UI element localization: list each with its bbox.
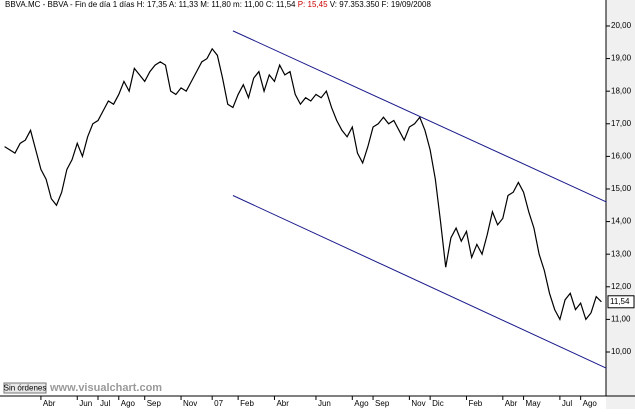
y-tick-label: 12,00 [611,282,632,291]
y-tick-label: 18,00 [611,86,632,95]
x-tick-label: Sep [375,399,390,408]
x-tick-label: May [526,399,541,408]
x-tick-label: 07 [214,399,223,408]
header-item: P: 15,45 [298,0,328,9]
header-item: H: 17,35 [137,0,168,9]
x-tick-label: Ago [354,399,369,408]
y-tick-label: 17,00 [611,119,632,128]
y-tick-label: 13,00 [611,249,632,258]
x-tick-label: Feb [240,399,254,408]
header-item: F: 19/09/2008 [382,0,432,9]
x-tick-label: Jun [318,399,331,408]
x-tick-label: Ago [121,399,136,408]
status[interactable]: Sin órdenes [4,384,47,393]
header-item: A: 11,33 [169,0,199,9]
trendline [232,195,607,369]
x-tick-label: Ago [583,399,598,408]
y-tick-label: 19,00 [611,54,632,63]
header-item: V: 97.353.350 [330,0,380,9]
y-tick-label: 20,00 [611,21,632,30]
x-tick-label: Jul [100,399,110,408]
header-item: BBVA.MC - BBVA - Fin de día 1 días [5,0,135,9]
x-tick-label: Nov [411,399,425,408]
header-item: M: 11,80 [200,0,231,9]
current-price-box [607,295,635,309]
x-tick-label: Nov [183,399,197,408]
header: BBVA.MC - BBVA - Fin de día 1 días H: 17… [5,0,431,9]
x-tick-label: Abr [505,399,518,408]
x-tick-label: Sep [147,399,162,408]
current-price-label: 11,54 [610,297,630,306]
price-line [4,47,602,322]
y-tick-label: 15,00 [611,184,632,193]
header-item: m: 11,00 [233,0,264,9]
x-tick-label: Jun [79,399,92,408]
y-tick-label: 10,00 [611,347,632,356]
x-tick-label: Abr [43,399,56,408]
x-tick-label: Abr [276,399,289,408]
x-tick-label: Dic [432,399,444,408]
y-tick-label: 16,00 [611,151,632,160]
header-item: C: 11,54 [266,0,296,9]
watermark: www.visualchart.com [49,382,162,394]
y-tick-label: 11,00 [611,314,631,323]
x-tick-label: Jul [562,399,572,408]
y-tick-label: 14,00 [611,217,632,226]
status-button[interactable] [3,382,47,394]
y-axis-panel [606,0,635,409]
x-tick-label: Feb [468,399,482,408]
